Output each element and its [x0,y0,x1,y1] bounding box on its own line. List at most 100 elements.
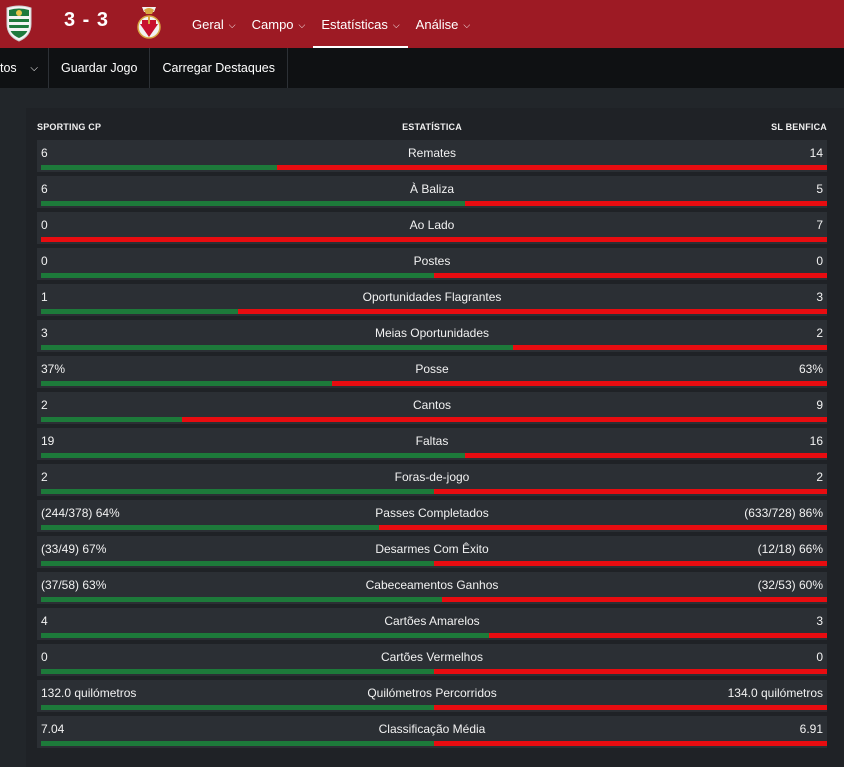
home-stat-value: (33/49) 67% [41,542,107,556]
stat-row: (244/378) 64% Passes Completados (633/728)… [37,500,827,532]
stat-comparison-bar [41,309,827,314]
stat-label: Desarmes Com Êxito [375,542,489,556]
save-match-button[interactable]: Guardar Jogo [49,48,151,88]
stat-comparison-bar [41,489,827,494]
stat-label: Meias Oportunidades [374,326,490,340]
stat-row: (37/58) 63% Cabeceamentos Ganhos (32/53) 6… [37,572,827,604]
stat-comparison-bar [41,453,827,458]
stat-label: Faltas [415,434,449,448]
stat-row: 0 Cartões Vermelhos 0 [37,644,827,676]
stat-comparison-bar [41,741,827,746]
home-stat-value: 37% [41,362,66,376]
home-share-fill [41,273,434,278]
home-stat-value: 132.0 quilómetros [41,686,137,700]
stat-label: Posse [415,362,449,376]
benfica-crest-icon[interactable] [134,4,164,42]
away-stat-value: 0 [816,254,823,268]
home-share-fill [41,561,434,566]
home-share-fill [41,417,182,422]
away-team-name: SL BENFICA [771,122,827,132]
stat-label: Foras-de-jogo [394,470,470,484]
away-stat-value: 3 [816,614,823,628]
stat-row: 4 Cartões Amarelos 3 [37,608,827,640]
stat-label: Oportunidades Flagrantes [362,290,502,304]
away-stat-value: 134.0 quilómetros [727,686,823,700]
nav-campo-label: Campo [251,16,294,32]
chevron-down-icon: ⌵ [463,19,471,30]
away-stat-value: 7 [816,218,823,232]
home-stat-value: 1 [41,290,48,304]
stat-row: (33/49) 67% Desarmes Com Êxito (12/18) 66% [37,536,827,568]
away-stat-value: (633/728) 86% [744,506,823,520]
stat-row: 2 Cantos 9 [37,392,827,424]
match-header: 3 - 3 Geral ⌵ Campo ⌵ Estatísticas ⌵ Aná… [0,0,844,48]
nav-estatisticas[interactable]: Estatísticas ⌵ [313,0,408,48]
home-share-fill [41,165,277,170]
chevron-down-icon: ⌵ [392,19,400,30]
away-stat-value: 0 [816,650,823,664]
away-stat-value: 2 [816,326,823,340]
away-stat-value: (12/18) 66% [757,542,823,556]
stat-label: Passes Completados [375,506,489,520]
nav-campo[interactable]: Campo ⌵ [244,0,314,48]
away-stat-value: 3 [816,290,823,304]
chevron-down-icon: ⌵ [30,62,38,74]
home-share-fill [41,669,434,674]
chevron-down-icon: ⌵ [228,19,236,30]
home-share-fill [41,525,379,530]
load-highlights-button[interactable]: Carregar Destaques [150,48,288,88]
stat-label: Remates [407,146,457,160]
stat-comparison-bar [41,273,827,278]
home-stat-value: 19 [41,434,55,448]
sporting-crest-icon[interactable] [4,4,34,42]
away-stat-value: 9 [816,398,823,412]
stat-row: 2 Foras-de-jogo 2 [37,464,827,496]
stat-comparison-bar [41,417,827,422]
sub-toolbar: tos ⌵ Guardar Jogo Carregar Destaques [0,48,844,88]
home-share-fill [41,201,465,206]
stat-comparison-bar [41,669,827,674]
home-stat-value: 3 [41,326,48,340]
stat-row: 37% Posse 63% [37,356,827,388]
stat-label: À Baliza [409,182,455,196]
home-stat-value: 4 [41,614,48,628]
home-share-fill [41,741,434,746]
stat-row: 132.0 quilómetros Quilómetros Percorridos… [37,680,827,712]
stat-label: Cartões Vermelhos [380,650,484,664]
nav-geral[interactable]: Geral ⌵ [184,0,244,48]
view-dropdown[interactable]: tos ⌵ [0,48,49,88]
nav-estatisticas-label: Estatísticas [321,16,388,32]
stat-label: Postes [413,254,451,268]
stat-column-header: ESTATÍSTICA [402,122,462,132]
home-share-fill [41,633,489,638]
stat-row: 1 Oportunidades Flagrantes 3 [37,284,827,316]
stat-comparison-bar [41,165,827,170]
home-share-fill [41,453,465,458]
home-share-fill [41,345,513,350]
away-stat-value: 14 [809,146,823,160]
home-share-fill [41,489,434,494]
home-share-fill [41,309,238,314]
home-stat-value: 0 [41,218,48,232]
stat-comparison-bar [41,705,827,710]
stat-label: Quilómetros Percorridos [367,686,497,700]
stat-comparison-bar [41,381,827,386]
stat-label: Classificação Média [378,722,486,736]
view-dropdown-label: tos [0,61,17,75]
home-stat-value: 0 [41,650,48,664]
stat-row: 19 Faltas 16 [37,428,827,460]
away-stat-value: (32/53) 60% [757,578,823,592]
stat-row: 7.04 Classificação Média 6.91 [37,716,827,748]
stat-row: 6 À Baliza 5 [37,176,827,208]
home-stat-value: (244/378) 64% [41,506,120,520]
home-share-fill [41,381,332,386]
stat-comparison-bar [41,237,827,242]
stats-table-header: SPORTING CP ESTATÍSTICA SL BENFICA [37,122,827,134]
home-stat-value: 2 [41,398,48,412]
stat-comparison-bar [41,561,827,566]
stat-comparison-bar [41,345,827,350]
home-share-fill [41,597,442,602]
home-share-fill [41,705,434,710]
stat-comparison-bar [41,525,827,530]
nav-analise[interactable]: Análise ⌵ [408,0,478,48]
